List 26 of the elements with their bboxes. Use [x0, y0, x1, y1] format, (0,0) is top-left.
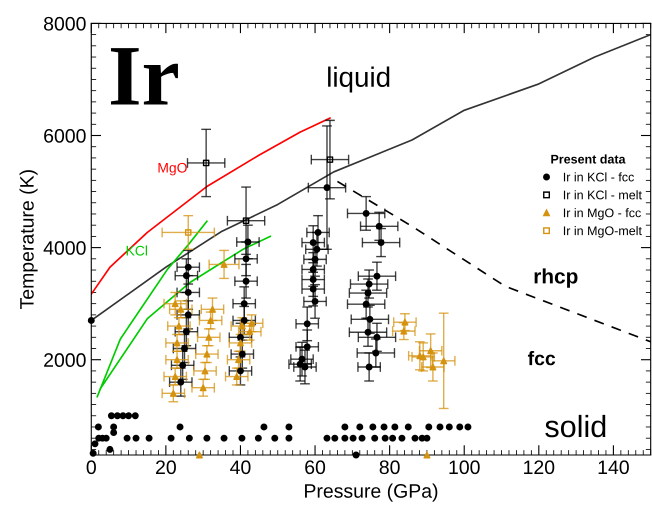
legend-label: Ir in KCl - melt [564, 190, 642, 200]
legend-title: Present data [551, 154, 626, 164]
annotation: liquid [328, 66, 390, 92]
legend-label: Ir in KCl - fcc [564, 172, 634, 182]
y-tick-label: 6000 [44, 128, 86, 143]
annotation: rhcp [534, 268, 578, 288]
x-tick-label: 40 [230, 460, 251, 474]
annotation: solid [545, 414, 606, 438]
x-tick-label: 60 [305, 460, 326, 474]
y-tick-label: 8000 [44, 16, 86, 31]
y-axis-title: Temperature (K) [19, 170, 38, 309]
y-tick-label: 4000 [44, 241, 86, 255]
y-tick-label: 2000 [44, 353, 86, 367]
x-tick-label: 0 [86, 460, 96, 474]
series-label: MgO [158, 162, 187, 176]
legend-label: Ir in MgO-melt [564, 226, 642, 238]
series-label: KCl [126, 245, 147, 256]
x-axis-title: Pressure (GPa) [305, 484, 438, 502]
x-tick-label: 80 [380, 460, 400, 474]
annotation: Ir [110, 48, 178, 105]
annotation: fcc [528, 350, 556, 366]
x-tick-label: 120 [524, 460, 554, 474]
x-tick-label: 100 [449, 460, 480, 474]
x-tick-label: 140 [598, 460, 629, 474]
x-tick-label: 20 [156, 460, 176, 474]
legend-label: Ir in MgO - fcc [564, 208, 641, 220]
